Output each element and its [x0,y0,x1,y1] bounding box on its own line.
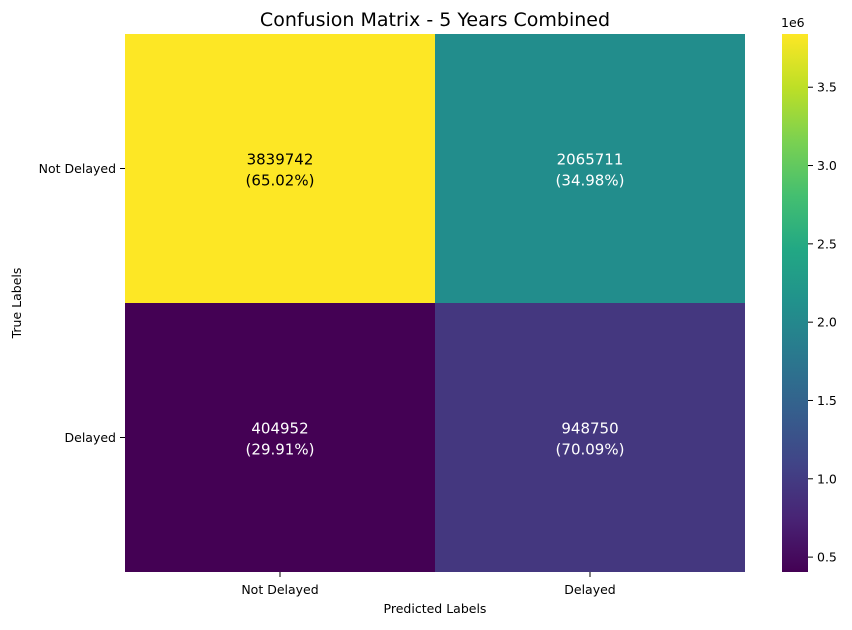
cell-count-label-r0-c1: 2065711 [557,151,624,169]
x-tick-label-1: Delayed [564,582,615,597]
x-axis-label: Predicted Labels [384,601,487,616]
y-axis-label: True Labels [9,268,24,340]
cell-percent-label-r0-c0: (65.02%) [246,172,315,190]
colorbar-tick-label-0: 0.5 [817,550,837,565]
colorbar-ticks: 0.5 1.0 1.5 2.0 2.5 3.0 3.5 [808,80,837,565]
colorbar-tick-label-2: 1.5 [817,393,837,408]
colorbar-tick-label-5: 3.0 [817,158,837,173]
heatmap-cell-r0-c0 [125,34,435,303]
cell-count-label-r1-c1: 948750 [561,420,618,438]
heatmap-cells [125,34,745,572]
y-tick-label-1: Delayed [65,430,116,445]
heatmap-cell-r1-c1 [435,303,745,572]
chart-title: Confusion Matrix - 5 Years Combined [260,9,610,31]
x-axis: Not Delayed Delayed [241,572,616,597]
colorbar-multiplier-label: 1e6 [781,15,805,30]
cell-percent-label-r1-c1: (70.09%) [556,441,625,459]
y-tick-label-0: Not Delayed [39,161,116,176]
cell-count-label-r0-c0: 3839742 [247,151,314,169]
heatmap-cell-labels: 3839742 (65.02%) 2065711 (34.98%) 404952 (29.… [246,151,625,459]
cell-percent-label-r0-c1: (34.98%) [556,172,625,190]
colorbar-tick-label-4: 2.5 [817,236,837,251]
heatmap-cell-r0-c1 [435,34,745,303]
cell-percent-label-r1-c0: (29.91%) [246,441,315,459]
colorbar-tick-label-6: 3.5 [817,80,837,95]
heatmap-cell-r1-c0 [125,303,435,572]
colorbar-tick-label-3: 2.0 [817,315,837,330]
colorbar-gradient [782,34,808,572]
y-axis: Not Delayed Delayed [39,161,125,445]
colorbar: 0.5 1.0 1.5 2.0 2.5 3.0 3.5 1e6 [781,15,837,572]
x-tick-label-0: Not Delayed [241,582,318,597]
cell-count-label-r1-c0: 404952 [251,420,308,438]
colorbar-tick-label-1: 1.0 [817,471,837,486]
